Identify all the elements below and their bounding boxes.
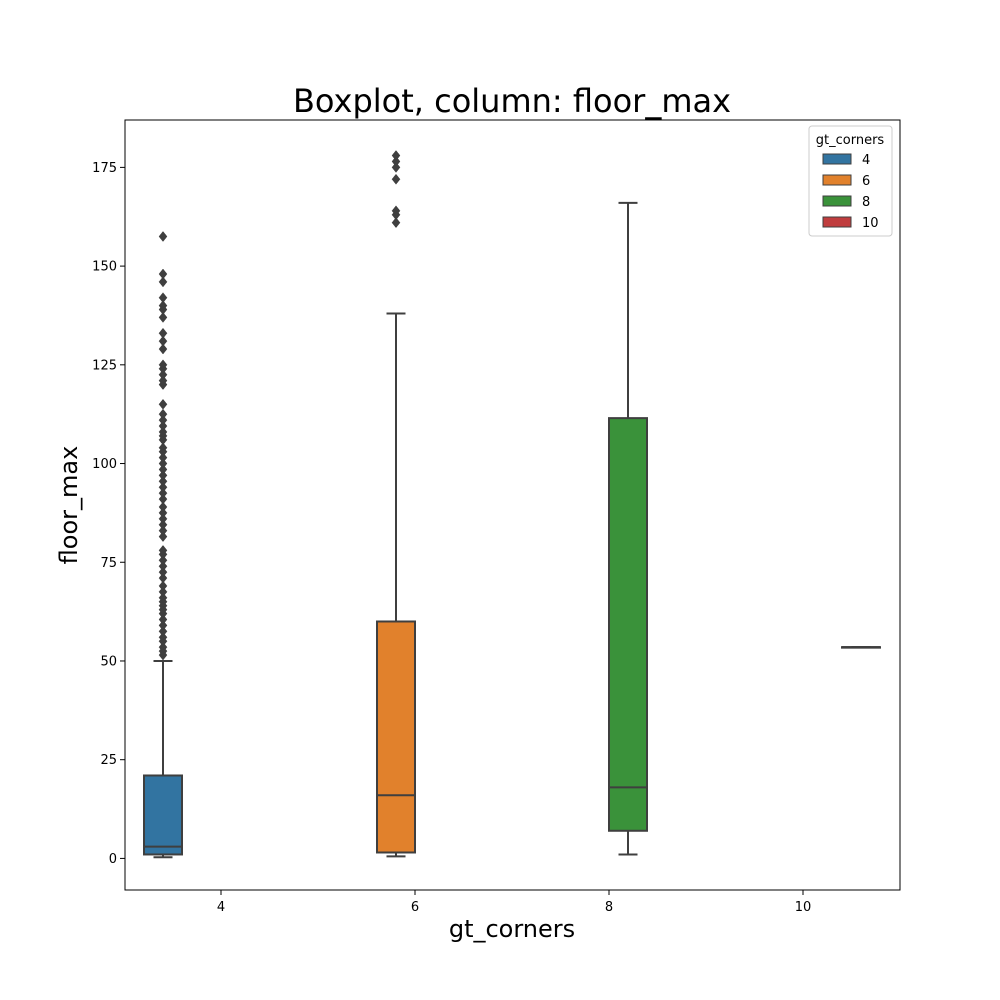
outlier-point — [158, 327, 168, 339]
outlier-point — [158, 268, 168, 280]
outlier-point — [158, 398, 168, 410]
plot-area — [125, 120, 900, 890]
x-tick-label: 8 — [605, 900, 613, 915]
outlier-point — [158, 531, 168, 542]
outlier-point — [158, 625, 168, 637]
outlier-point — [158, 513, 168, 525]
outlier-point — [158, 545, 168, 556]
y-tick-label: 125 — [92, 358, 117, 373]
outlier-point — [158, 572, 168, 584]
outlier-point — [158, 560, 168, 572]
legend-label-4: 4 — [862, 153, 870, 168]
box-group-8 — [608, 201, 648, 856]
x-tick-label: 6 — [411, 900, 419, 915]
y-tick-label: 100 — [92, 457, 117, 472]
outlier-point — [158, 292, 168, 304]
box-group-6 — [376, 150, 416, 858]
outlier-point — [158, 487, 168, 499]
outlier-point — [158, 641, 168, 653]
outlier-point — [158, 420, 168, 432]
box — [143, 774, 183, 856]
legend-label-8: 8 — [862, 195, 870, 210]
legend-swatch-4 — [822, 153, 852, 165]
outlier-point — [158, 464, 168, 475]
outlier-point — [158, 507, 168, 519]
outlier-point — [158, 469, 168, 481]
outlier-point — [158, 620, 168, 631]
y-axis: 0 25 50 75 100 125 150 175 — [92, 161, 125, 867]
outlier-point — [158, 501, 168, 513]
y-axis-label: floor_max — [55, 446, 83, 565]
outlier-point — [158, 426, 168, 438]
plot-layer — [143, 150, 881, 859]
legend-swatch-8 — [822, 195, 852, 207]
outlier-point — [158, 408, 168, 420]
outlier-point — [158, 592, 168, 604]
outlier-point — [391, 205, 401, 217]
outlier-point — [158, 312, 168, 323]
outlier-point — [158, 566, 168, 578]
outlier-point — [391, 156, 401, 167]
outlier-point — [158, 276, 168, 288]
outlier-point — [158, 580, 168, 592]
outlier-point — [158, 452, 168, 464]
outlier-point — [158, 481, 168, 493]
y-tick-label: 0 — [109, 852, 117, 867]
outlier-point — [158, 475, 168, 487]
y-tick-label: 75 — [100, 556, 117, 571]
outlier-point — [158, 359, 168, 371]
legend-label-10: 10 — [862, 216, 879, 231]
outlier-point — [158, 335, 168, 347]
y-tick-label: 150 — [92, 260, 117, 275]
outlier-point — [158, 586, 168, 598]
box — [608, 417, 648, 832]
outlier-point — [158, 458, 168, 469]
legend-swatch-6 — [822, 174, 852, 186]
outlier-point — [158, 375, 168, 387]
box-group-10 — [841, 646, 881, 649]
outlier-point — [158, 300, 168, 311]
outlier-point — [158, 369, 168, 381]
legend: gt_corners 4 6 8 10 — [808, 125, 893, 237]
x-axis-label: gt_corners — [449, 915, 575, 943]
x-tick-label: 10 — [795, 900, 812, 915]
plot-frame — [124, 119, 901, 891]
outlier-point — [158, 414, 168, 426]
outlier-point — [158, 631, 168, 643]
outlier-point — [391, 173, 401, 185]
outlier-point — [391, 161, 401, 173]
legend-swatch-10 — [822, 216, 852, 228]
outlier-point — [158, 493, 168, 505]
outlier-point — [158, 231, 168, 242]
outlier-point — [158, 614, 168, 625]
outlier-point — [391, 217, 401, 229]
y-tick-label: 25 — [100, 753, 117, 768]
box — [376, 620, 416, 854]
chart-title: Boxplot, column: floor_max — [293, 82, 731, 120]
outlier-point — [158, 442, 168, 454]
outlier-point — [158, 343, 168, 355]
x-axis: 4 6 8 10 — [217, 890, 811, 915]
y-tick-label: 175 — [92, 161, 117, 176]
outlier-point — [391, 150, 401, 161]
x-tick-label: 4 — [217, 900, 225, 915]
y-tick-label: 50 — [100, 654, 117, 669]
legend-label-6: 6 — [862, 174, 870, 189]
outlier-point — [158, 554, 168, 566]
box-group-4 — [143, 231, 183, 859]
legend-title: gt_corners — [816, 133, 885, 148]
outlier-point — [158, 525, 168, 537]
outlier-point — [158, 519, 168, 531]
